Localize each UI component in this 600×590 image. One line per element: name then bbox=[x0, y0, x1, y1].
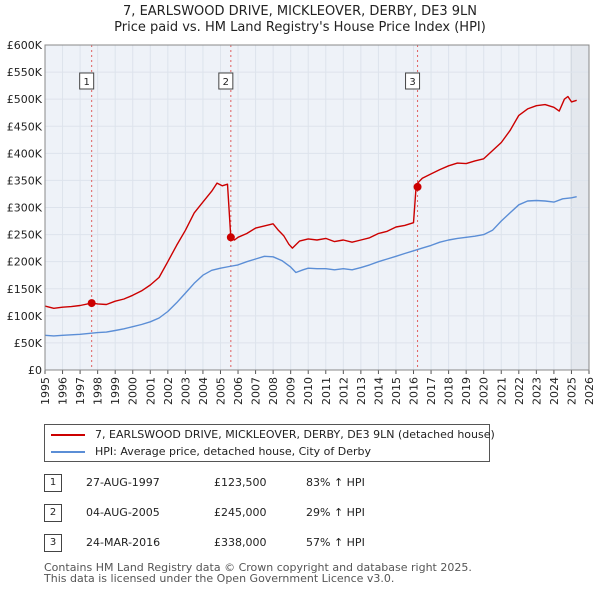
sale-number-badge: 2 bbox=[44, 504, 62, 522]
legend-item-hpi: HPI: Average price, detached house, City… bbox=[51, 444, 371, 460]
sale-point bbox=[87, 299, 96, 308]
y-tick-label: £400K bbox=[7, 147, 43, 160]
sale-row: 2 04-AUG-2005 £245,000 29% ↑ HPI bbox=[44, 504, 444, 522]
x-tick-label: 2008 bbox=[267, 377, 280, 405]
x-tick-label: 2001 bbox=[144, 377, 157, 405]
y-tick-label: £350K bbox=[7, 174, 43, 187]
price-chart: £0 £50K £100K £150K £200K £250K £300K £350K £400… bbox=[7, 39, 596, 405]
x-tick-label: 2013 bbox=[355, 377, 368, 405]
x-tick-label: 2018 bbox=[443, 377, 456, 405]
x-tick-label: 2016 bbox=[408, 377, 421, 405]
sale-marker-box bbox=[218, 72, 234, 90]
y-tick-label: £450K bbox=[7, 120, 43, 133]
y-tick-label: £100K bbox=[7, 310, 43, 323]
x-tick-label: 2010 bbox=[302, 377, 315, 405]
hpi-line bbox=[44, 196, 577, 337]
x-tick-label: 2005 bbox=[214, 377, 227, 405]
sale-date: 27-AUG-1997 bbox=[86, 476, 160, 489]
footer-copyright: Contains HM Land Registry data © Crown c… bbox=[44, 561, 472, 574]
x-tick-label: 2006 bbox=[232, 377, 245, 405]
y-tick-label: £550K bbox=[7, 66, 43, 79]
sale-price: £338,000 bbox=[214, 536, 267, 549]
x-tick-label: 1997 bbox=[74, 377, 87, 405]
x-tick-label: 2015 bbox=[390, 377, 403, 405]
x-tick-label: 2024 bbox=[548, 377, 561, 405]
sale-point bbox=[413, 182, 422, 191]
sale-price: £123,500 bbox=[214, 476, 267, 489]
x-tick-label: 2012 bbox=[337, 377, 350, 405]
y-tick-label: £50K bbox=[14, 337, 43, 350]
x-tick-label: 2021 bbox=[495, 377, 508, 405]
x-tick-label: 2009 bbox=[285, 377, 298, 405]
x-tick-label: 2007 bbox=[250, 377, 263, 405]
y-tick-label: £0 bbox=[28, 364, 42, 377]
y-tick-label: £300K bbox=[7, 202, 43, 215]
x-tick-label: 2014 bbox=[372, 377, 385, 405]
y-tick-label: £600K bbox=[7, 39, 43, 52]
sale-number-badge: 3 bbox=[44, 534, 62, 552]
sale-hpi-change: 29% ↑ HPI bbox=[306, 506, 365, 519]
sale-date: 24-MAR-2016 bbox=[86, 536, 161, 549]
y-tick-label: £250K bbox=[7, 229, 43, 242]
sale-point bbox=[226, 233, 235, 242]
y-tick-label: £150K bbox=[7, 283, 43, 296]
chart-legend: 7, EARLSWOOD DRIVE, MICKLEOVER, DERBY, D… bbox=[44, 424, 495, 462]
y-tick-label: £500K bbox=[7, 93, 43, 106]
chart-title-line1: 7, EARLSWOOD DRIVE, MICKLEOVER, DERBY, D… bbox=[123, 4, 477, 19]
chart-title-line2: Price paid vs. HM Land Registry's House … bbox=[114, 20, 486, 35]
sale-marker-label: 1 bbox=[83, 77, 89, 88]
sale-marker-label: 2 bbox=[223, 77, 229, 88]
x-tick-label: 1995 bbox=[39, 377, 52, 405]
sale-row: 3 24-MAR-2016 £338,000 57% ↑ HPI bbox=[44, 534, 444, 552]
sale-price: £245,000 bbox=[214, 506, 267, 519]
plot-border bbox=[44, 44, 590, 371]
sale-marker-box bbox=[79, 72, 95, 90]
x-tick-label: 2026 bbox=[583, 377, 596, 405]
x-tick-label: 2004 bbox=[197, 377, 210, 405]
x-tick-label: 1996 bbox=[57, 377, 70, 405]
legend-swatch-hpi bbox=[51, 451, 85, 453]
legend-item-property: 7, EARLSWOOD DRIVE, MICKLEOVER, DERBY, D… bbox=[51, 427, 495, 443]
legend-label-property: 7, EARLSWOOD DRIVE, MICKLEOVER, DERBY, D… bbox=[95, 428, 495, 441]
sale-marker-label: 3 bbox=[409, 77, 415, 88]
property-price-line bbox=[44, 95, 577, 309]
sale-date: 04-AUG-2005 bbox=[86, 506, 160, 519]
x-tick-label: 2019 bbox=[460, 377, 473, 405]
x-tick-label: 2020 bbox=[478, 377, 491, 405]
x-tick-label: 1998 bbox=[92, 377, 105, 405]
sale-marker-box bbox=[405, 72, 421, 90]
legend-swatch-property bbox=[51, 434, 85, 436]
x-tick-label: 2003 bbox=[179, 377, 192, 405]
y-tick-label: £200K bbox=[7, 256, 43, 269]
x-tick-label: 1999 bbox=[109, 377, 122, 405]
legend-label-hpi: HPI: Average price, detached house, City… bbox=[95, 445, 372, 458]
sale-number-badge: 1 bbox=[44, 474, 62, 492]
sale-row: 1 27-AUG-1997 £123,500 83% ↑ HPI bbox=[44, 474, 444, 492]
sale-hpi-change: 83% ↑ HPI bbox=[306, 476, 365, 489]
footer-licence: This data is licensed under the Open Gov… bbox=[44, 572, 395, 585]
x-tick-label: 2011 bbox=[320, 377, 333, 405]
x-tick-label: 2017 bbox=[425, 377, 438, 405]
x-tick-label: 2022 bbox=[513, 377, 526, 405]
sale-hpi-change: 57% ↑ HPI bbox=[306, 536, 365, 549]
x-tick-label: 2002 bbox=[162, 377, 175, 405]
x-tick-label: 2000 bbox=[127, 377, 140, 405]
x-tick-label: 2023 bbox=[530, 377, 543, 405]
x-tick-label: 2025 bbox=[565, 377, 578, 405]
